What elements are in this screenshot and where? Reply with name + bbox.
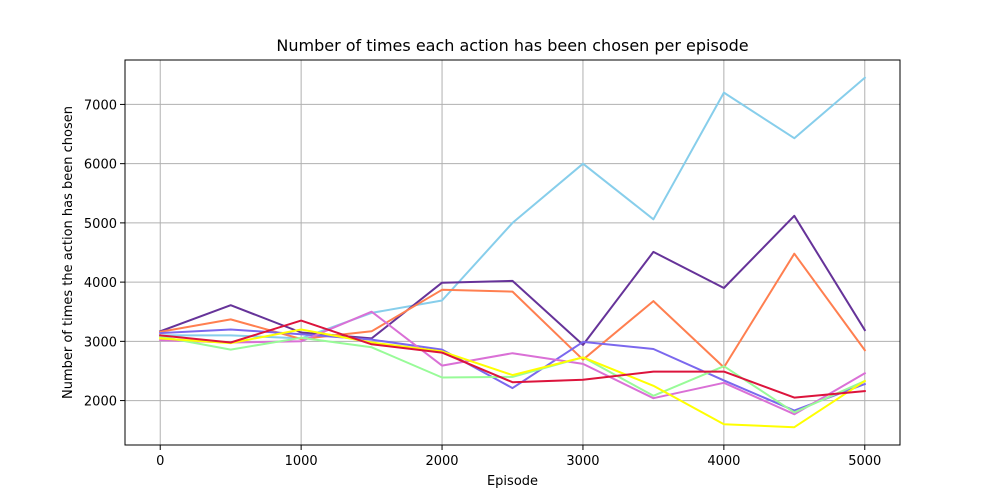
y-tick-label: 4000 <box>84 276 117 291</box>
y-tick-label: 6000 <box>84 158 117 173</box>
series-line-1 <box>159 76 867 340</box>
x-tick-label: 1000 <box>285 454 318 469</box>
series-lines <box>158 76 867 429</box>
x-tick-label: 5000 <box>848 454 881 469</box>
series-line-8 <box>159 319 866 399</box>
series-line-7 <box>159 328 867 429</box>
x-tick-label: 4000 <box>707 454 740 469</box>
y-tick-label: 5000 <box>84 217 117 232</box>
plot-frame <box>124 59 901 446</box>
series-line-2 <box>158 214 867 346</box>
axis-ticks: 0 1000 2000 3000 4000 5000 2000 3000 4000 5000 600… <box>84 98 881 469</box>
series-line-6 <box>159 335 867 414</box>
x-tick-label: 2000 <box>425 454 458 469</box>
y-tick-label: 3000 <box>84 335 117 350</box>
y-tick-label: 7000 <box>84 98 117 113</box>
series-line-4 <box>159 328 867 412</box>
chart-title: Number of times each action has been cho… <box>276 36 748 55</box>
y-axis-label: Number of times the action has been chos… <box>61 106 76 399</box>
y-tick-label: 2000 <box>84 395 117 410</box>
x-tick-label: 3000 <box>566 454 599 469</box>
x-tick-label: 0 <box>156 454 164 469</box>
x-axis-label: Episode <box>487 474 538 489</box>
